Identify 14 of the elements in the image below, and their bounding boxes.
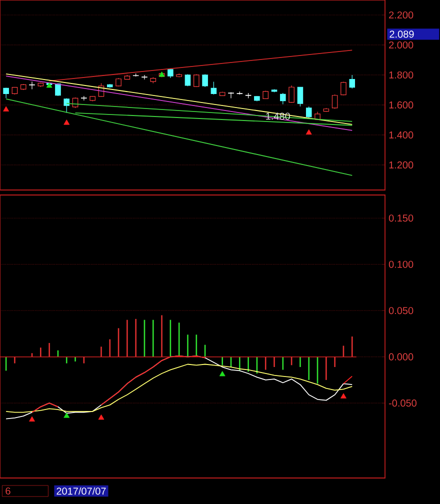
text: 2.089 — [390, 30, 414, 38]
y-tick-label: 0.100 — [388, 260, 414, 268]
text: 2017/07/07 — [56, 487, 106, 495]
text: 6 — [6, 487, 10, 495]
y-tick-label: 0.000 — [388, 353, 414, 360]
y-tick-label: 1.800 — [389, 71, 414, 79]
y-tick-label: 1.400 — [389, 131, 414, 138]
y-tick-label: -0.050 — [388, 400, 416, 407]
y-tick-label: 0.050 — [388, 307, 414, 314]
y-tick-label: 1.600 — [389, 101, 414, 109]
y-tick-label: 2.000 — [389, 41, 414, 49]
y-tick-label: 2.200 — [389, 11, 414, 19]
y-tick-label: 0.150 — [388, 214, 414, 222]
y-tick-label: 1.200 — [389, 161, 414, 168]
